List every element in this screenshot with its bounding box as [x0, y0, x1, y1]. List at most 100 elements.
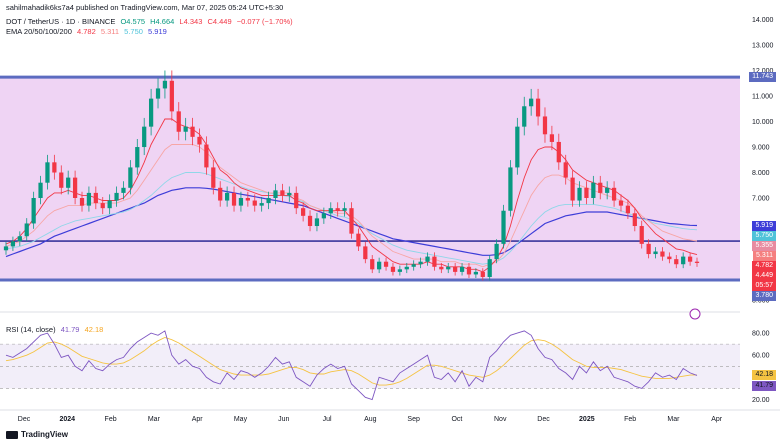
time-axis: Dec 2024 Feb Mar Apr May Jun Jul Aug Sep Oct Nov Dec… [18, 416, 723, 423]
publisher-line: sahilmahadik6ks7a4 published on TradingV… [6, 3, 284, 12]
ohlc-open: O4.575 [120, 17, 146, 26]
rsi-tick-label: 60.00 [752, 353, 770, 360]
candle-body [570, 177, 575, 201]
ema-title: EMA 20/50/100/200 [6, 27, 72, 36]
candle-body [93, 192, 98, 204]
time-tick-label: 2025 [579, 416, 595, 423]
candle-body [162, 80, 168, 89]
candle-body [687, 256, 693, 262]
candle-body [52, 162, 57, 173]
candle-body [190, 126, 195, 137]
candle-body [411, 264, 416, 267]
time-tick-label: Dec [537, 416, 550, 423]
price-tag: 4.449 [752, 270, 776, 281]
candle-body [266, 197, 271, 204]
price-tag: 5.750 [752, 230, 776, 241]
symbol-title: DOT / TetherUS · 1D · BINANCE [6, 17, 116, 26]
candle-body [598, 182, 603, 193]
candle-body [383, 261, 389, 267]
candle-body [605, 187, 610, 193]
price-tag: 05:57 [752, 280, 776, 291]
candle-body [301, 208, 306, 216]
candle-body [542, 116, 548, 135]
price-tick-label: 10.000 [752, 119, 774, 126]
candle-body [487, 259, 492, 277]
price-tick-label: 9.000 [752, 145, 770, 152]
time-tick-label: Jul [323, 416, 332, 423]
ema100-value: 5.750 [124, 27, 143, 36]
rsi-ma-value: 42.18 [84, 325, 104, 334]
candle-body [425, 256, 430, 262]
candle-body [287, 192, 292, 196]
candle-body [459, 266, 465, 272]
candle-body [280, 190, 285, 196]
candle-body [501, 210, 506, 244]
alert-icon[interactable] [689, 308, 701, 320]
range-zone [0, 77, 740, 281]
candle-body [377, 261, 382, 270]
time-tick-label: Apr [192, 416, 204, 423]
candle-body [653, 251, 658, 255]
ohlc-low: L4.343 [179, 17, 203, 26]
symbol-line: DOT / TetherUS · 1D · BINANCE O4.575 H4.… [6, 17, 296, 26]
candle-body [563, 162, 568, 178]
candle-body [335, 208, 340, 211]
candle-body [515, 126, 520, 168]
candle-body [397, 269, 402, 272]
candle-body [356, 233, 361, 247]
candle-body [549, 134, 555, 142]
candle-body [577, 187, 582, 201]
candle-body [31, 197, 36, 224]
time-tick-label: 2024 [60, 416, 76, 423]
price-tag: 5.355 [752, 240, 776, 251]
ohlc-high: H4.664 [150, 17, 175, 26]
price-tick-label: 11.000 [752, 94, 773, 101]
rsi-legend: RSI (14, close) 41.79 42.18 [6, 325, 106, 334]
candle-body [72, 177, 78, 198]
candle-body [639, 226, 644, 244]
candle-body [231, 192, 237, 206]
time-tick-label: Sep [407, 416, 420, 423]
candle-body [3, 246, 9, 251]
price-tick-label: 7.000 [752, 195, 770, 202]
candle-body [390, 266, 396, 272]
candle-body [135, 147, 140, 168]
price-tick-label: 12.000 [752, 68, 774, 75]
price-tick-label: 3.000 [752, 297, 770, 304]
candle-body [86, 192, 92, 206]
candle-body [432, 256, 437, 267]
candle-body [321, 213, 326, 219]
price-tick-label: 14.000 [752, 17, 774, 24]
candle-body [349, 208, 354, 234]
rsi-line [5, 330, 698, 401]
ema-legend: EMA 20/50/100/200 4.782 5.311 5.750 5.91… [6, 27, 170, 36]
rsi-tick-label: 80.00 [752, 331, 770, 338]
candle-body [169, 80, 174, 112]
rsi-title: RSI (14, close) [6, 325, 56, 334]
candle-body [245, 197, 250, 201]
tradingview-brand[interactable]: TradingView [6, 430, 68, 439]
ema200-value: 5.919 [148, 27, 167, 36]
time-tick-label: Feb [624, 416, 636, 423]
candle-body [584, 187, 589, 198]
time-tick-label: Feb [105, 416, 117, 423]
candle-body [466, 266, 472, 275]
time-tick-label: Jun [278, 416, 289, 423]
time-tick-label: Mar [148, 416, 161, 423]
candle-body [494, 243, 499, 260]
candle-body [148, 98, 154, 127]
ema20-value: 4.782 [76, 27, 96, 36]
rsi-value-tag: 42.18 [752, 369, 776, 380]
price-tick-label: 13.000 [752, 43, 774, 50]
candle-body [508, 167, 513, 211]
candle-body [674, 259, 679, 265]
ema50-value: 5.311 [100, 27, 120, 36]
candle-body [535, 98, 541, 117]
time-tick-label: Aug [364, 416, 377, 423]
time-tick-label: Mar [667, 416, 680, 423]
price-tag: 4.782 [752, 260, 776, 271]
candle-body [114, 192, 119, 201]
tradingview-logo-icon [6, 430, 18, 439]
